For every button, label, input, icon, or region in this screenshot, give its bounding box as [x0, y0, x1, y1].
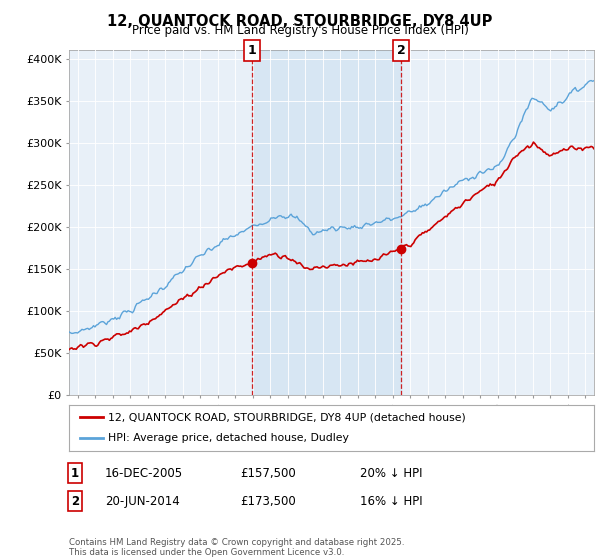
- Bar: [252, 50, 401, 395]
- Text: £173,500: £173,500: [240, 494, 296, 508]
- Text: £157,500: £157,500: [240, 466, 296, 480]
- Text: 1: 1: [71, 466, 79, 480]
- Text: 16-DEC-2005: 16-DEC-2005: [105, 466, 183, 480]
- Text: Price paid vs. HM Land Registry's House Price Index (HPI): Price paid vs. HM Land Registry's House …: [131, 24, 469, 37]
- Text: 2: 2: [397, 44, 406, 57]
- Text: 16% ↓ HPI: 16% ↓ HPI: [360, 494, 422, 508]
- Text: Contains HM Land Registry data © Crown copyright and database right 2025.
This d: Contains HM Land Registry data © Crown c…: [69, 538, 404, 557]
- Text: 20% ↓ HPI: 20% ↓ HPI: [360, 466, 422, 480]
- Text: 2: 2: [71, 494, 79, 508]
- Text: 12, QUANTOCK ROAD, STOURBRIDGE, DY8 4UP: 12, QUANTOCK ROAD, STOURBRIDGE, DY8 4UP: [107, 14, 493, 29]
- Text: 12, QUANTOCK ROAD, STOURBRIDGE, DY8 4UP (detached house): 12, QUANTOCK ROAD, STOURBRIDGE, DY8 4UP …: [109, 412, 466, 422]
- Text: 20-JUN-2014: 20-JUN-2014: [105, 494, 180, 508]
- Text: 1: 1: [248, 44, 256, 57]
- Text: HPI: Average price, detached house, Dudley: HPI: Average price, detached house, Dudl…: [109, 433, 349, 444]
